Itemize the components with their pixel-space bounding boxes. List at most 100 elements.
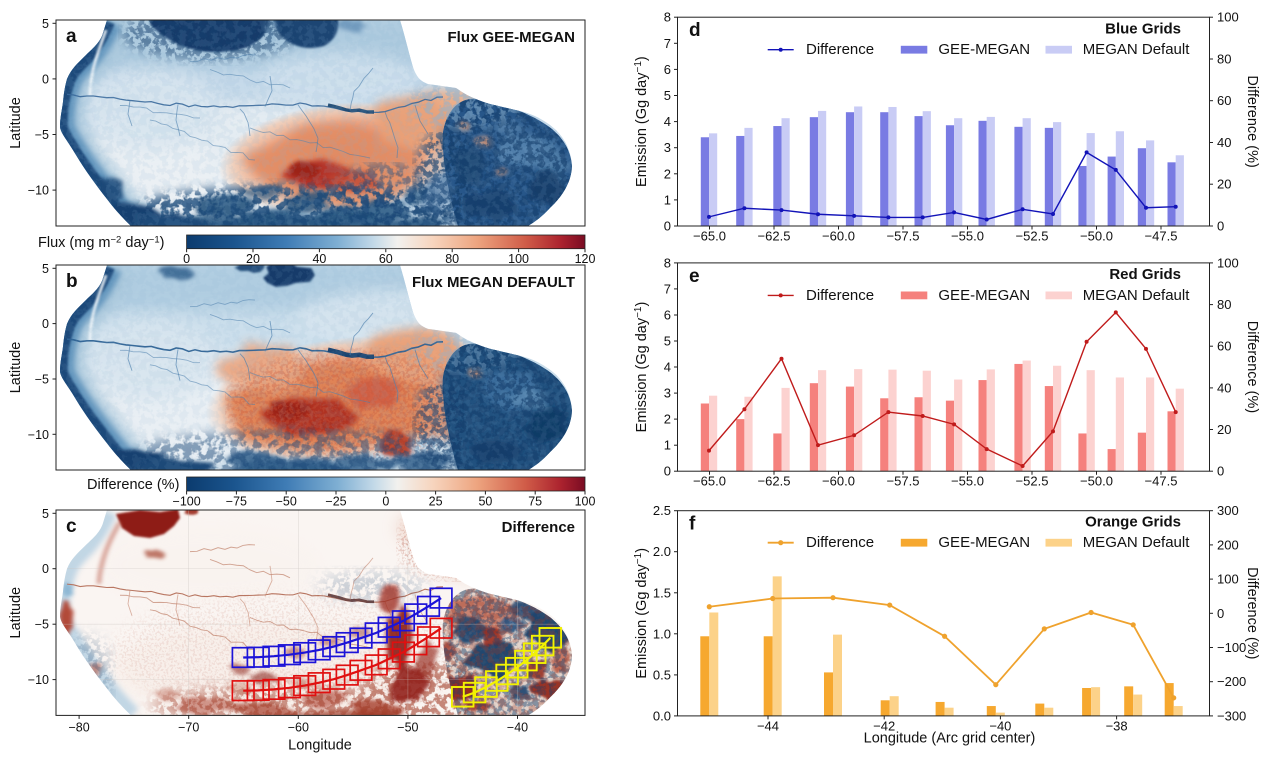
- svg-text:−47.5: −47.5: [1145, 229, 1178, 244]
- svg-text:5: 5: [664, 88, 671, 103]
- svg-text:0: 0: [664, 464, 671, 479]
- svg-text:Difference (%): Difference (%): [87, 477, 179, 493]
- svg-text:−100: −100: [173, 495, 201, 509]
- svg-text:c: c: [66, 516, 77, 537]
- svg-text:5: 5: [42, 17, 49, 31]
- svg-text:100: 100: [1217, 255, 1239, 270]
- svg-text:0: 0: [42, 562, 49, 576]
- svg-text:3: 3: [664, 140, 671, 155]
- svg-text:−44: −44: [757, 718, 779, 733]
- svg-text:−52.5: −52.5: [1016, 474, 1049, 489]
- svg-text:−50: −50: [397, 720, 418, 734]
- svg-text:Latitude: Latitude: [8, 587, 24, 639]
- svg-text:0.5: 0.5: [653, 667, 671, 682]
- svg-text:300: 300: [1217, 503, 1239, 518]
- svg-text:GEE-MEGAN: GEE-MEGAN: [938, 534, 1030, 551]
- svg-text:2.5: 2.5: [653, 503, 671, 518]
- svg-text:7: 7: [664, 36, 671, 51]
- svg-text:0: 0: [1217, 219, 1224, 234]
- svg-text:GEE-MEGAN: GEE-MEGAN: [938, 41, 1030, 58]
- svg-text:Blue Grids: Blue Grids: [1105, 21, 1181, 38]
- svg-text:7: 7: [664, 281, 671, 296]
- svg-text:2.0: 2.0: [653, 544, 671, 559]
- svg-text:−60.0: −60.0: [822, 229, 855, 244]
- svg-text:GEE-MEGAN: GEE-MEGAN: [938, 287, 1030, 304]
- svg-text:−10: −10: [28, 184, 49, 198]
- svg-text:4: 4: [664, 360, 671, 375]
- svg-text:Longitude (Arc grid center): Longitude (Arc grid center): [864, 730, 1036, 746]
- svg-text:5: 5: [42, 507, 49, 521]
- svg-text:−70: −70: [178, 720, 199, 734]
- svg-text:a: a: [66, 26, 77, 47]
- svg-text:MEGAN Default: MEGAN Default: [1083, 41, 1191, 58]
- svg-text:4: 4: [664, 114, 671, 129]
- svg-text:−5: −5: [35, 128, 49, 142]
- svg-text:1: 1: [664, 438, 671, 453]
- svg-text:100: 100: [1217, 572, 1239, 587]
- svg-text:200: 200: [1217, 537, 1239, 552]
- svg-text:−60.0: −60.0: [822, 474, 855, 489]
- svg-text:80: 80: [445, 252, 459, 266]
- svg-text:60: 60: [1217, 93, 1231, 108]
- svg-text:−25: −25: [325, 495, 346, 509]
- svg-text:MEGAN Default: MEGAN Default: [1083, 534, 1191, 551]
- svg-text:Difference: Difference: [806, 41, 874, 58]
- svg-text:0: 0: [382, 495, 389, 509]
- svg-text:−65.0: −65.0: [693, 229, 726, 244]
- svg-text:60: 60: [379, 252, 393, 266]
- svg-text:−47.5: −47.5: [1145, 474, 1178, 489]
- svg-text:100: 100: [508, 252, 529, 266]
- svg-text:0: 0: [183, 252, 190, 266]
- svg-text:1.0: 1.0: [653, 626, 671, 641]
- svg-text:−50.0: −50.0: [1080, 229, 1113, 244]
- svg-text:−57.5: −57.5: [887, 229, 920, 244]
- svg-text:−42: −42: [873, 718, 895, 733]
- svg-text:1.5: 1.5: [653, 585, 671, 600]
- svg-text:−50.0: −50.0: [1080, 474, 1113, 489]
- svg-text:40: 40: [1217, 380, 1231, 395]
- svg-text:−5: −5: [35, 373, 49, 387]
- svg-text:−200: −200: [1217, 674, 1246, 689]
- svg-text:75: 75: [528, 495, 542, 509]
- svg-text:50: 50: [478, 495, 492, 509]
- svg-text:5: 5: [42, 262, 49, 276]
- svg-text:100: 100: [1217, 10, 1239, 25]
- svg-text:−60: −60: [288, 720, 309, 734]
- svg-text:−40: −40: [507, 720, 528, 734]
- svg-text:40: 40: [312, 252, 326, 266]
- svg-text:−100: −100: [1217, 640, 1246, 655]
- svg-text:b: b: [66, 271, 78, 292]
- svg-text:8: 8: [664, 10, 671, 25]
- svg-text:Difference: Difference: [502, 519, 575, 536]
- svg-text:20: 20: [1217, 422, 1231, 437]
- svg-text:Flux (mg m−2 day−1): Flux (mg m−2 day−1): [38, 235, 164, 252]
- svg-text:80: 80: [1217, 52, 1231, 67]
- svg-text:−62.5: −62.5: [758, 229, 791, 244]
- svg-text:Difference (%): Difference (%): [1244, 75, 1260, 167]
- svg-text:80: 80: [1217, 297, 1231, 312]
- svg-text:8: 8: [664, 255, 671, 270]
- svg-text:−57.5: −57.5: [887, 474, 920, 489]
- svg-text:−5: −5: [35, 618, 49, 632]
- svg-text:100: 100: [575, 495, 596, 509]
- svg-text:−75: −75: [226, 495, 247, 509]
- svg-text:0.0: 0.0: [653, 708, 671, 723]
- svg-text:d: d: [689, 20, 701, 41]
- svg-text:−40: −40: [989, 718, 1011, 733]
- svg-text:1: 1: [664, 192, 671, 207]
- svg-text:0: 0: [42, 72, 49, 86]
- svg-text:6: 6: [664, 62, 671, 77]
- svg-text:Latitude: Latitude: [8, 342, 24, 394]
- svg-text:Latitude: Latitude: [8, 97, 24, 149]
- svg-text:6: 6: [664, 308, 671, 323]
- svg-text:Longitude: Longitude: [288, 737, 352, 753]
- svg-text:−55.0: −55.0: [951, 229, 984, 244]
- svg-text:−55.0: −55.0: [951, 474, 984, 489]
- svg-text:60: 60: [1217, 339, 1231, 354]
- svg-text:Difference (%): Difference (%): [1244, 567, 1260, 659]
- svg-text:25: 25: [429, 495, 443, 509]
- svg-text:Emission (Gg day−1): Emission (Gg day−1): [633, 302, 650, 433]
- svg-text:−300: −300: [1217, 708, 1246, 723]
- svg-text:2: 2: [664, 412, 671, 427]
- svg-text:−52.5: −52.5: [1016, 229, 1049, 244]
